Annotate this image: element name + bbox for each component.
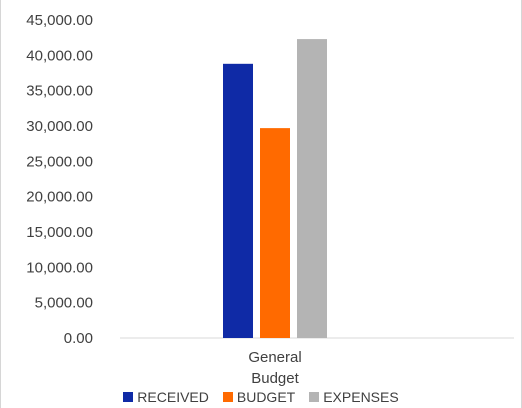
y-tick-label: 30,000.00 (26, 118, 93, 135)
y-tick-label: 40,000.00 (26, 47, 93, 64)
y-axis-ticks: 0.00 5,000.00 10,000.00 15,000.00 20,000.00 2… (26, 12, 93, 347)
y-tick-label: 25,000.00 (26, 153, 93, 170)
y-tick-label: 15,000.00 (26, 224, 93, 241)
legend-swatch-received (123, 392, 134, 402)
category-label-line-2: Budget (251, 370, 299, 387)
legend-label-budget: BUDGET (236, 389, 296, 405)
legend-swatch-expenses (309, 392, 320, 402)
bars (223, 39, 327, 339)
category-label-line-1: General (248, 349, 301, 366)
y-tick-label: 20,000.00 (26, 189, 93, 206)
bar-expenses (297, 39, 327, 338)
y-tick-label: 35,000.00 (26, 83, 93, 100)
y-tick-label: 45,000.00 (26, 12, 93, 29)
legend-swatch-budget (222, 392, 233, 402)
legend-item-budget: BUDGET (222, 389, 296, 405)
legend-item-received: RECEIVED (123, 389, 209, 405)
y-tick-label: 5,000.00 (35, 295, 93, 312)
bar-received (223, 63, 253, 339)
legend-label-expenses: EXPENSES (323, 389, 399, 405)
bar-budget (260, 128, 290, 338)
legend-label-received: RECEIVED (137, 389, 209, 405)
legend-item-expenses: EXPENSES (309, 389, 399, 405)
chart-legend: RECEIVED BUDGET EXPENSES (0, 389, 522, 405)
y-tick-label: 10,000.00 (26, 259, 93, 276)
y-tick-label: 0.00 (64, 330, 93, 347)
